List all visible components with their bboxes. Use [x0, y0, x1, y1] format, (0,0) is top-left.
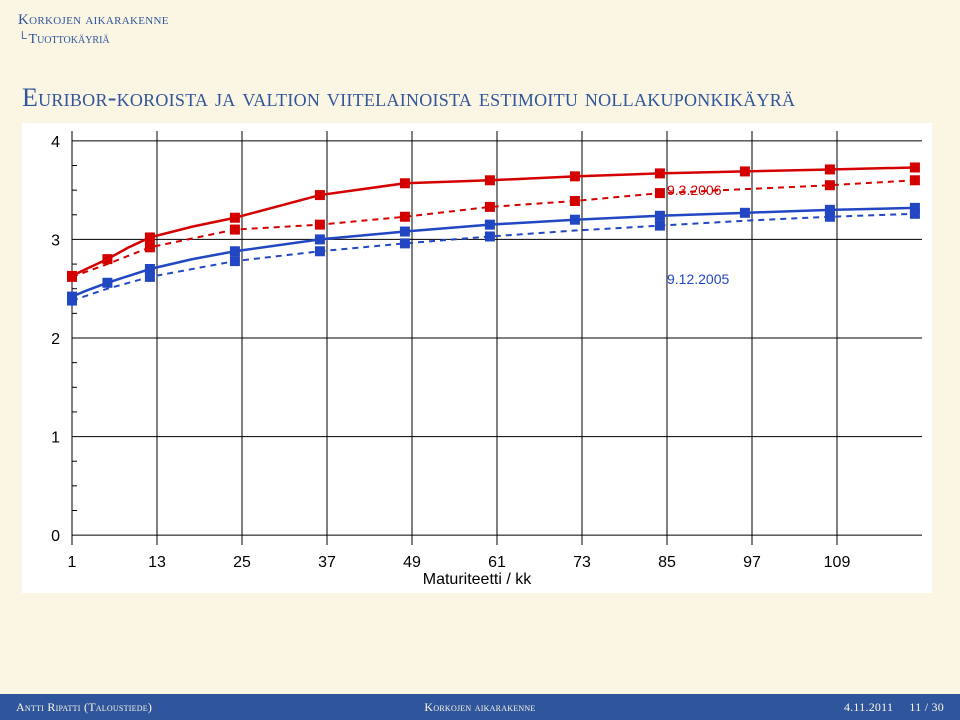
- yield-curve-chart: 01234113253749617385971099.3.20069.12.20…: [22, 123, 932, 593]
- breadcrumb: Korkojen aikarakenne └Tuottokäyriä: [0, 0, 960, 52]
- svg-text:1: 1: [51, 430, 60, 447]
- svg-text:25: 25: [233, 554, 251, 571]
- footer-bar: Antti Ripatti (Taloustiede) Korkojen aik…: [0, 694, 960, 720]
- svg-text:37: 37: [318, 554, 336, 571]
- svg-text:61: 61: [488, 554, 506, 571]
- svg-text:109: 109: [824, 554, 851, 571]
- chart-svg: 01234113253749617385971099.3.20069.12.20…: [22, 123, 932, 593]
- svg-text:0: 0: [51, 528, 60, 545]
- svg-text:3: 3: [51, 233, 60, 250]
- page-title: Euribor-koroista ja valtion viitelainois…: [22, 80, 938, 115]
- chart-xlabel: Maturiteetti / kk: [22, 571, 932, 589]
- svg-text:9.12.2005: 9.12.2005: [667, 271, 729, 287]
- svg-text:85: 85: [658, 554, 676, 571]
- svg-text:97: 97: [743, 554, 761, 571]
- breadcrumb-sub-label: Tuottokäyriä: [29, 32, 110, 47]
- breadcrumb-sub: └Tuottokäyriä: [18, 31, 942, 48]
- svg-text:1: 1: [68, 554, 77, 571]
- breadcrumb-angle-icon: └: [18, 31, 27, 45]
- slide: Korkojen aikarakenne └Tuottokäyriä Eurib…: [0, 0, 960, 720]
- svg-text:13: 13: [148, 554, 166, 571]
- svg-text:4: 4: [51, 134, 60, 151]
- svg-text:73: 73: [573, 554, 591, 571]
- svg-text:2: 2: [51, 331, 60, 348]
- svg-text:49: 49: [403, 554, 421, 571]
- footer-center: Korkojen aikarakenne: [0, 700, 960, 715]
- breadcrumb-top: Korkojen aikarakenne: [18, 12, 942, 29]
